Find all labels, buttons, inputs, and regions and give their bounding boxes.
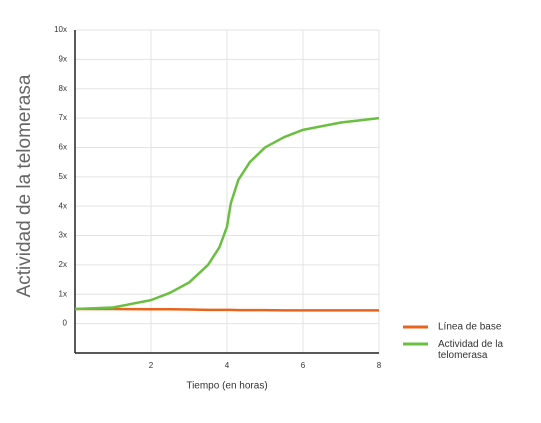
y-tick-label: 7x bbox=[59, 113, 67, 122]
y-tick-label: 9x bbox=[59, 54, 67, 63]
x-tick-label: 4 bbox=[225, 361, 230, 370]
x-tick-label: 8 bbox=[377, 361, 382, 370]
y-tick-label: 0 bbox=[63, 319, 68, 328]
x-tick-label: 2 bbox=[149, 361, 154, 370]
y-tick-label: 10x bbox=[54, 25, 67, 34]
y-axis-label: Actividad de la telomerasa bbox=[14, 74, 35, 297]
legend-label: Actividad de la telomerasa bbox=[438, 339, 503, 361]
line-series bbox=[74, 116, 380, 311]
line-series bbox=[75, 307, 379, 312]
y-tick-label: 8x bbox=[59, 84, 67, 93]
y-tick-label: 5x bbox=[59, 172, 67, 181]
y-tick-label: 6x bbox=[59, 143, 67, 152]
y-tick-label: 4x bbox=[59, 201, 67, 210]
y-tick-label: 2x bbox=[59, 260, 67, 269]
y-tick-label: 1x bbox=[59, 289, 67, 298]
y-tick-label: 3x bbox=[59, 231, 67, 240]
x-tick-label: 6 bbox=[301, 361, 306, 370]
legend-label: Línea de base bbox=[438, 322, 502, 333]
x-axis-label: Tiempo (en horas) bbox=[186, 381, 267, 392]
